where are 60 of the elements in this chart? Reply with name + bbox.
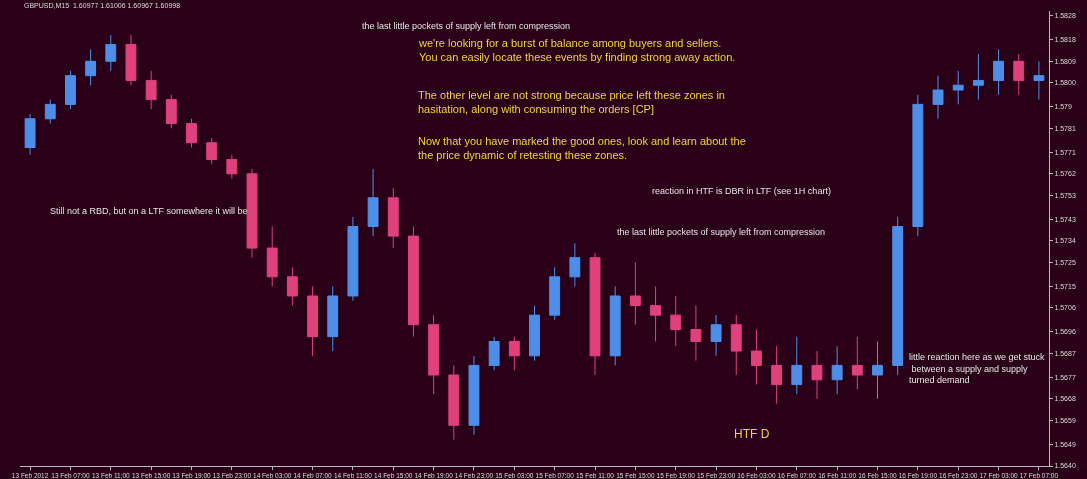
candlestick xyxy=(246,168,258,259)
candlestick xyxy=(24,113,36,156)
annotation: the last little pockets of supply left from compression xyxy=(617,227,826,237)
candlestick xyxy=(650,285,661,342)
candlestick xyxy=(408,226,419,338)
annotation: we're looking for a burst of balance among buyers and sellers. You can easily locate these events by finding strong away action. xyxy=(418,37,736,64)
candlestick xyxy=(65,70,76,110)
candlestick xyxy=(448,364,460,441)
candlestick xyxy=(872,340,883,400)
candlestick xyxy=(327,285,339,352)
candlestick xyxy=(286,266,298,307)
candlestick xyxy=(629,261,641,326)
candlestick xyxy=(387,187,399,249)
candlestick xyxy=(266,226,278,287)
annotation: reaction in HTF is DBR in LTF (see 1H chart) xyxy=(652,186,831,196)
candlestick xyxy=(44,99,56,125)
candlestick xyxy=(710,314,722,357)
candlestick xyxy=(206,137,218,165)
candlestick xyxy=(1033,60,1045,101)
candlestick xyxy=(831,345,843,395)
candlestick xyxy=(912,94,924,237)
candlestick xyxy=(307,285,318,357)
candlestick xyxy=(186,118,197,148)
annotation: The other level are not strong because price left these zones in hasitation, along with consuming the orders [CP] xyxy=(418,89,725,116)
candlestick xyxy=(851,336,863,390)
annotation: HTF D xyxy=(734,427,770,441)
candlestick xyxy=(1013,53,1025,96)
candlestick xyxy=(589,252,601,376)
candlestick xyxy=(468,355,480,436)
annotation: Now that you have marked the good ones, look and learn about the the price dynamic of retesting these zones. xyxy=(418,135,746,162)
candlestick xyxy=(508,336,520,371)
annotation: little reaction here as we get stuck between a supply and supply turned demand xyxy=(909,352,1046,386)
candlestick xyxy=(609,285,621,366)
candlestick xyxy=(367,168,379,237)
candlestick xyxy=(488,336,500,371)
candlestick xyxy=(751,329,762,386)
candlestick xyxy=(145,70,157,110)
candlestick xyxy=(771,345,783,405)
candlestick xyxy=(932,75,944,120)
candlestick xyxy=(791,336,803,395)
candlestick xyxy=(972,53,984,101)
candlestick xyxy=(105,34,117,72)
candlestick xyxy=(549,266,561,321)
candlestick xyxy=(730,314,742,376)
candlestick xyxy=(125,34,137,86)
candlestick xyxy=(529,305,540,362)
candlestick xyxy=(952,70,964,105)
candlestick xyxy=(811,350,823,400)
candlestick xyxy=(690,305,702,362)
annotation: Still not a RBD, but on a LTF somewhere it will be xyxy=(50,206,248,216)
candlestick xyxy=(226,154,238,180)
candlestick xyxy=(85,48,97,86)
candlestick xyxy=(347,216,359,302)
candlestick xyxy=(670,295,682,347)
candlestick xyxy=(892,216,904,376)
candlestick xyxy=(569,242,581,287)
candlestick xyxy=(165,94,177,129)
candlestick xyxy=(428,314,440,395)
annotation: the last little pockets of supply left from compression xyxy=(362,21,571,31)
candlestick xyxy=(993,48,1004,96)
